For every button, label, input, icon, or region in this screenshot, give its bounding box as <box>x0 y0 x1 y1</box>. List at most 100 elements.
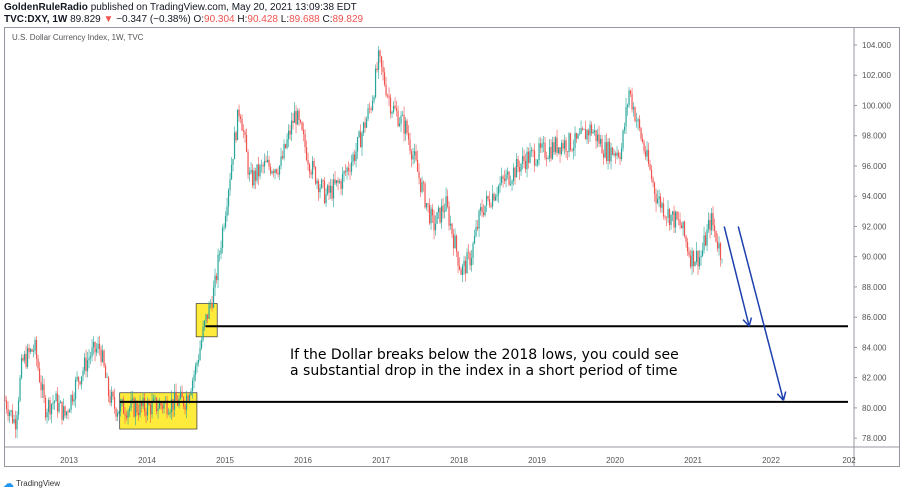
candle-body <box>187 395 189 401</box>
candle-body <box>380 56 383 67</box>
candle-body <box>403 114 405 134</box>
x-tick-label: 2017 <box>372 456 390 465</box>
candle-body <box>316 180 318 184</box>
candle-body <box>532 149 534 151</box>
open-value: 90.304 <box>204 14 235 25</box>
candle-body <box>55 393 57 402</box>
candle-body <box>35 339 38 359</box>
candle-body <box>188 394 191 401</box>
candle-body <box>368 108 371 109</box>
candle-body <box>710 213 713 231</box>
candle-body <box>616 152 618 156</box>
candle-body <box>266 159 269 163</box>
candle-body <box>611 147 614 155</box>
candle-body <box>485 196 488 206</box>
y-tick-label: 104.000 <box>862 41 891 50</box>
candle-body <box>172 399 174 410</box>
candle-body <box>433 215 435 231</box>
candle-body <box>103 350 105 366</box>
candle-body <box>107 377 110 397</box>
candle-body <box>593 130 596 132</box>
candle-body <box>607 141 609 161</box>
candle-body <box>343 171 345 174</box>
candle-body <box>661 203 663 208</box>
candle-body <box>73 399 75 402</box>
candle-body <box>622 130 624 149</box>
candle-body <box>409 139 411 152</box>
candle-body <box>673 211 675 228</box>
candle-body <box>518 167 521 172</box>
candle-body <box>43 384 45 398</box>
candle-body <box>620 148 623 159</box>
candle-body <box>70 395 72 410</box>
candle-body <box>695 250 698 262</box>
candle-body <box>502 176 504 179</box>
candle-body <box>352 154 354 163</box>
candle-body <box>257 164 260 177</box>
candle-body <box>470 257 473 266</box>
candle-body <box>319 187 321 193</box>
candle-body <box>544 142 546 158</box>
candle-body <box>82 370 84 377</box>
candle-body <box>565 140 567 152</box>
candle-body <box>335 180 338 184</box>
candle-body <box>553 142 555 153</box>
candle-body <box>497 186 500 195</box>
candle-body <box>134 403 137 417</box>
candle-body <box>268 159 270 167</box>
candle-body <box>136 403 138 413</box>
candle-body <box>382 66 384 73</box>
candle-body <box>680 225 683 229</box>
candle-body <box>347 167 350 171</box>
candle-body <box>362 122 365 134</box>
candle-body <box>311 161 314 175</box>
candle-body <box>652 178 654 183</box>
candle-body <box>140 401 143 407</box>
high-value: 90.428 <box>247 14 278 25</box>
candle-body <box>34 339 36 351</box>
candle-body <box>491 193 494 207</box>
candle-body <box>118 411 120 414</box>
candle-body <box>80 376 83 385</box>
tradingview-logo[interactable]: ☁ TradingView <box>3 477 60 490</box>
candle-body <box>32 350 35 352</box>
candle-body <box>443 210 446 212</box>
candle-body <box>337 180 339 183</box>
candle-body <box>377 50 380 71</box>
candle-body <box>505 174 507 182</box>
candle-body <box>28 347 30 353</box>
candle-body <box>665 217 668 218</box>
candle-body <box>668 209 671 226</box>
candle-body <box>554 137 557 153</box>
candle-body <box>683 221 686 237</box>
candle-body <box>157 408 159 412</box>
y-tick-label: 88.000 <box>862 283 887 292</box>
candle-body <box>541 143 543 148</box>
candle-body <box>640 128 642 139</box>
candle-body <box>506 171 509 175</box>
candle-body <box>488 198 491 206</box>
candle-body <box>11 410 14 423</box>
candle-body <box>361 133 363 148</box>
candle-body <box>649 164 651 170</box>
candle-body <box>467 252 470 253</box>
candle-body <box>16 415 18 430</box>
candle-body <box>143 398 146 412</box>
candle-body <box>436 212 438 224</box>
candle-body <box>703 235 705 251</box>
candle-body <box>338 181 341 183</box>
candle-body <box>424 183 426 208</box>
candle-body <box>599 138 602 144</box>
candle-body <box>509 183 512 185</box>
y-tick-label: 84.000 <box>862 343 887 352</box>
candle-body <box>383 72 386 85</box>
candle-body <box>334 179 336 184</box>
candle-body <box>700 255 702 258</box>
candle-body <box>589 124 591 136</box>
candle-body <box>167 413 170 415</box>
candle-body <box>563 140 566 149</box>
candle-body <box>667 209 669 218</box>
candle-body <box>290 120 293 135</box>
candle-body <box>341 173 344 189</box>
